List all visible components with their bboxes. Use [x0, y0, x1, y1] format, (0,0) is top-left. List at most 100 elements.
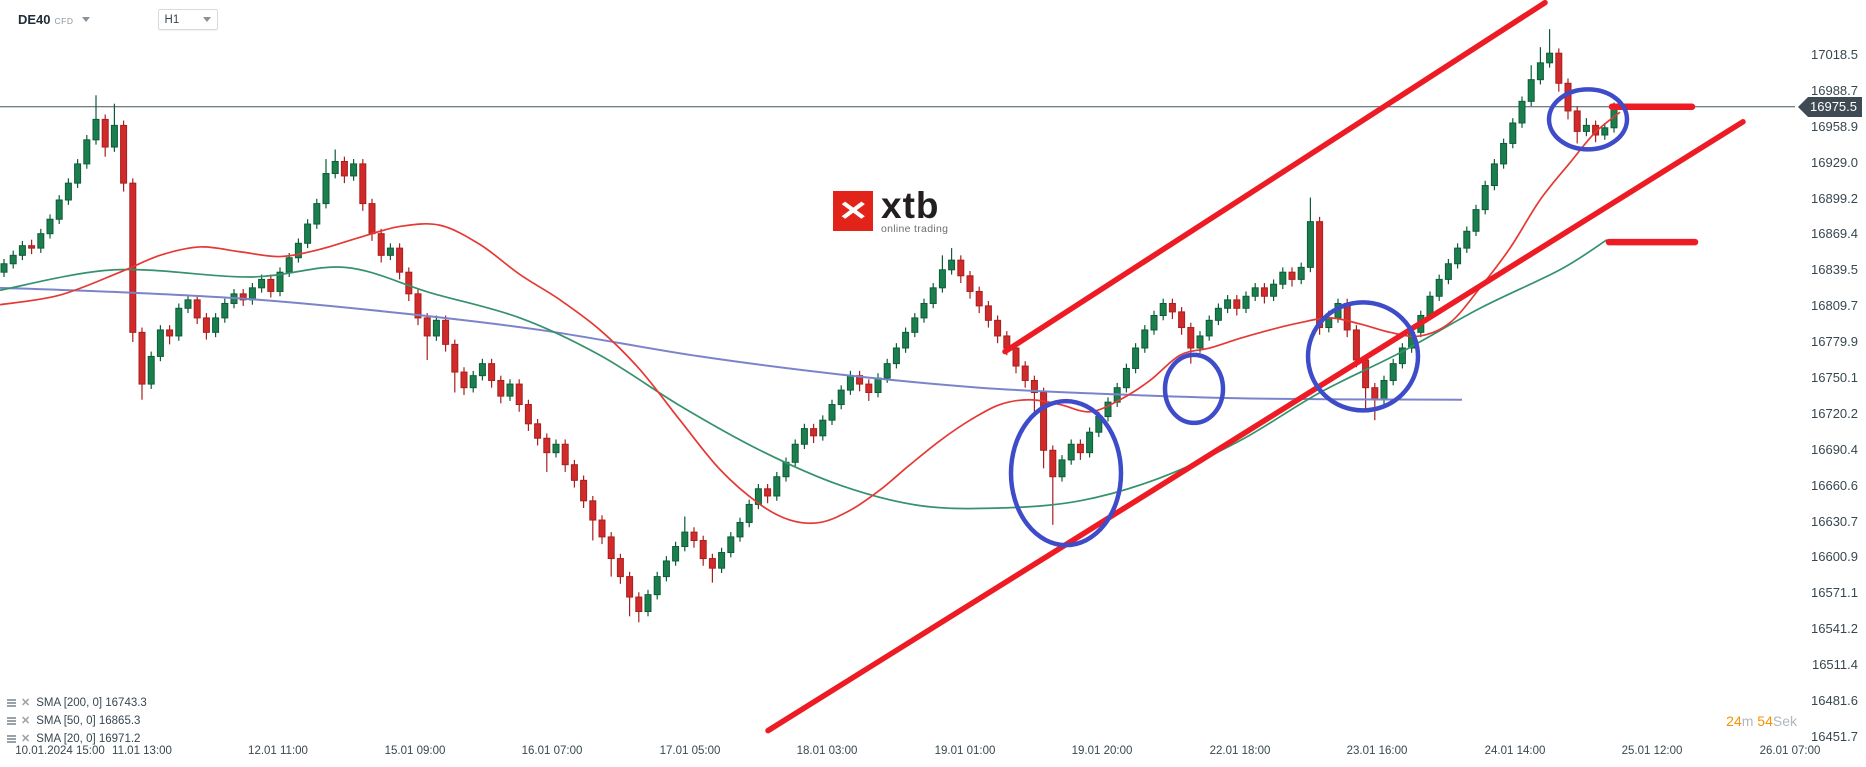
- sma-20-line[interactable]: [0, 111, 1621, 525]
- candle: [1076, 439, 1084, 460]
- highlight-ellipse[interactable]: [1305, 300, 1421, 413]
- channel-lower-trendline[interactable]: [765, 119, 1746, 734]
- candle: [1012, 343, 1020, 374]
- candle: [304, 219, 312, 249]
- time-axis-label: 18.01 03:00: [796, 745, 858, 757]
- candle: [948, 248, 956, 275]
- candle: [18, 240, 26, 261]
- legend-row: ✕ SMA [50, 0] 16865.3: [6, 712, 147, 730]
- candle: [902, 327, 910, 353]
- timeframe-dropdown[interactable]: H1: [157, 9, 218, 30]
- candle: [616, 553, 624, 584]
- price-axis-label: 16929.0: [1811, 154, 1858, 170]
- time-axis-label: 19.01 01:00: [934, 745, 996, 757]
- candle: [488, 358, 496, 388]
- candle: [1536, 47, 1544, 85]
- current-price-value: 16975.5: [1808, 96, 1862, 117]
- remove-indicator-icon[interactable]: ✕: [21, 732, 31, 745]
- candle: [1021, 361, 1029, 388]
- candle: [166, 325, 174, 345]
- candle: [175, 303, 183, 341]
- symbol-name: DE40: [18, 12, 51, 27]
- candle: [497, 375, 505, 404]
- chart-toolbar: DE40 CFD H1: [18, 9, 218, 30]
- price-tag-arrow-icon: [1798, 96, 1808, 117]
- candle: [460, 367, 468, 395]
- highlight-ellipse[interactable]: [1546, 87, 1630, 152]
- candle: [83, 135, 91, 169]
- candle: [442, 315, 450, 352]
- sma-50-line[interactable]: [0, 238, 1608, 510]
- xtb-logo: ✕ xtb online trading: [833, 187, 948, 235]
- time-axis-label: 22.01 18:00: [1209, 745, 1271, 757]
- candle: [1058, 455, 1066, 482]
- candle: [920, 298, 928, 323]
- highlight-ellipse[interactable]: [1162, 352, 1226, 426]
- instrument-type-label: CFD: [54, 16, 74, 26]
- candle: [1242, 291, 1250, 314]
- candle: [773, 471, 781, 501]
- candle: [1104, 397, 1112, 422]
- candle: [1546, 29, 1554, 68]
- price-axis-label: 16958.9: [1811, 118, 1858, 134]
- price-axis-label: 16750.1: [1811, 369, 1858, 385]
- candle: [589, 495, 597, 541]
- candle: [350, 159, 358, 181]
- candle: [1555, 48, 1563, 92]
- candle: [129, 178, 137, 342]
- remove-indicator-icon[interactable]: ✕: [21, 696, 31, 709]
- candle: [92, 95, 100, 145]
- candle: [1398, 343, 1406, 369]
- candle: [1463, 226, 1471, 253]
- candle: [764, 483, 772, 504]
- candle: [745, 499, 753, 528]
- remove-indicator-icon[interactable]: ✕: [21, 714, 31, 727]
- candle: [46, 214, 54, 239]
- indicator-label: SMA [200, 0] 16743.3: [36, 697, 147, 709]
- candle: [819, 415, 827, 441]
- price-axis-label: 16988.7: [1811, 82, 1858, 98]
- candle: [1435, 274, 1443, 302]
- time-axis-label: 12.01 11:00: [248, 745, 308, 757]
- candle: [313, 198, 321, 229]
- time-axis-label: 15.01 09:00: [384, 745, 446, 757]
- candle: [800, 423, 808, 450]
- channel-upper-trendline[interactable]: [1002, 0, 1548, 355]
- highlight-ellipse[interactable]: [1008, 398, 1124, 548]
- time-axis-label: 19.01 20:00: [1071, 745, 1133, 757]
- time-axis-label: 23.01 16:00: [1346, 745, 1408, 757]
- candle: [975, 286, 983, 314]
- candle: [1518, 96, 1526, 128]
- candle: [1316, 216, 1324, 335]
- candle: [248, 283, 256, 305]
- candle: [754, 483, 762, 510]
- price-axis-label: 16869.4: [1811, 226, 1858, 242]
- price-axis-label: 16779.9: [1811, 334, 1858, 350]
- candle: [147, 351, 155, 389]
- indicator-settings-icon[interactable]: [6, 716, 17, 726]
- candle: [267, 274, 275, 298]
- candle: [202, 313, 210, 340]
- candle: [662, 556, 670, 582]
- candle: [1389, 358, 1397, 386]
- candle: [405, 267, 413, 302]
- candle: [1573, 106, 1581, 144]
- candle: [1224, 295, 1232, 314]
- candle: [1049, 445, 1057, 525]
- xtb-logo-mark-icon: ✕: [833, 191, 873, 231]
- sma-200-line[interactable]: [0, 286, 1463, 401]
- symbol-selector[interactable]: DE40 CFD: [18, 12, 90, 27]
- candle: [515, 379, 523, 412]
- xtb-x-icon: ✕: [837, 195, 869, 226]
- candle: [1141, 325, 1149, 353]
- candle: [727, 532, 735, 558]
- indicator-settings-icon[interactable]: [6, 734, 17, 744]
- indicator-settings-icon[interactable]: [6, 698, 17, 708]
- candle: [258, 274, 266, 293]
- candle: [1288, 267, 1296, 287]
- candle: [1564, 78, 1572, 120]
- candle: [984, 301, 992, 328]
- time-axis-label: 17.01 05:00: [659, 745, 721, 757]
- candle: [0, 258, 8, 277]
